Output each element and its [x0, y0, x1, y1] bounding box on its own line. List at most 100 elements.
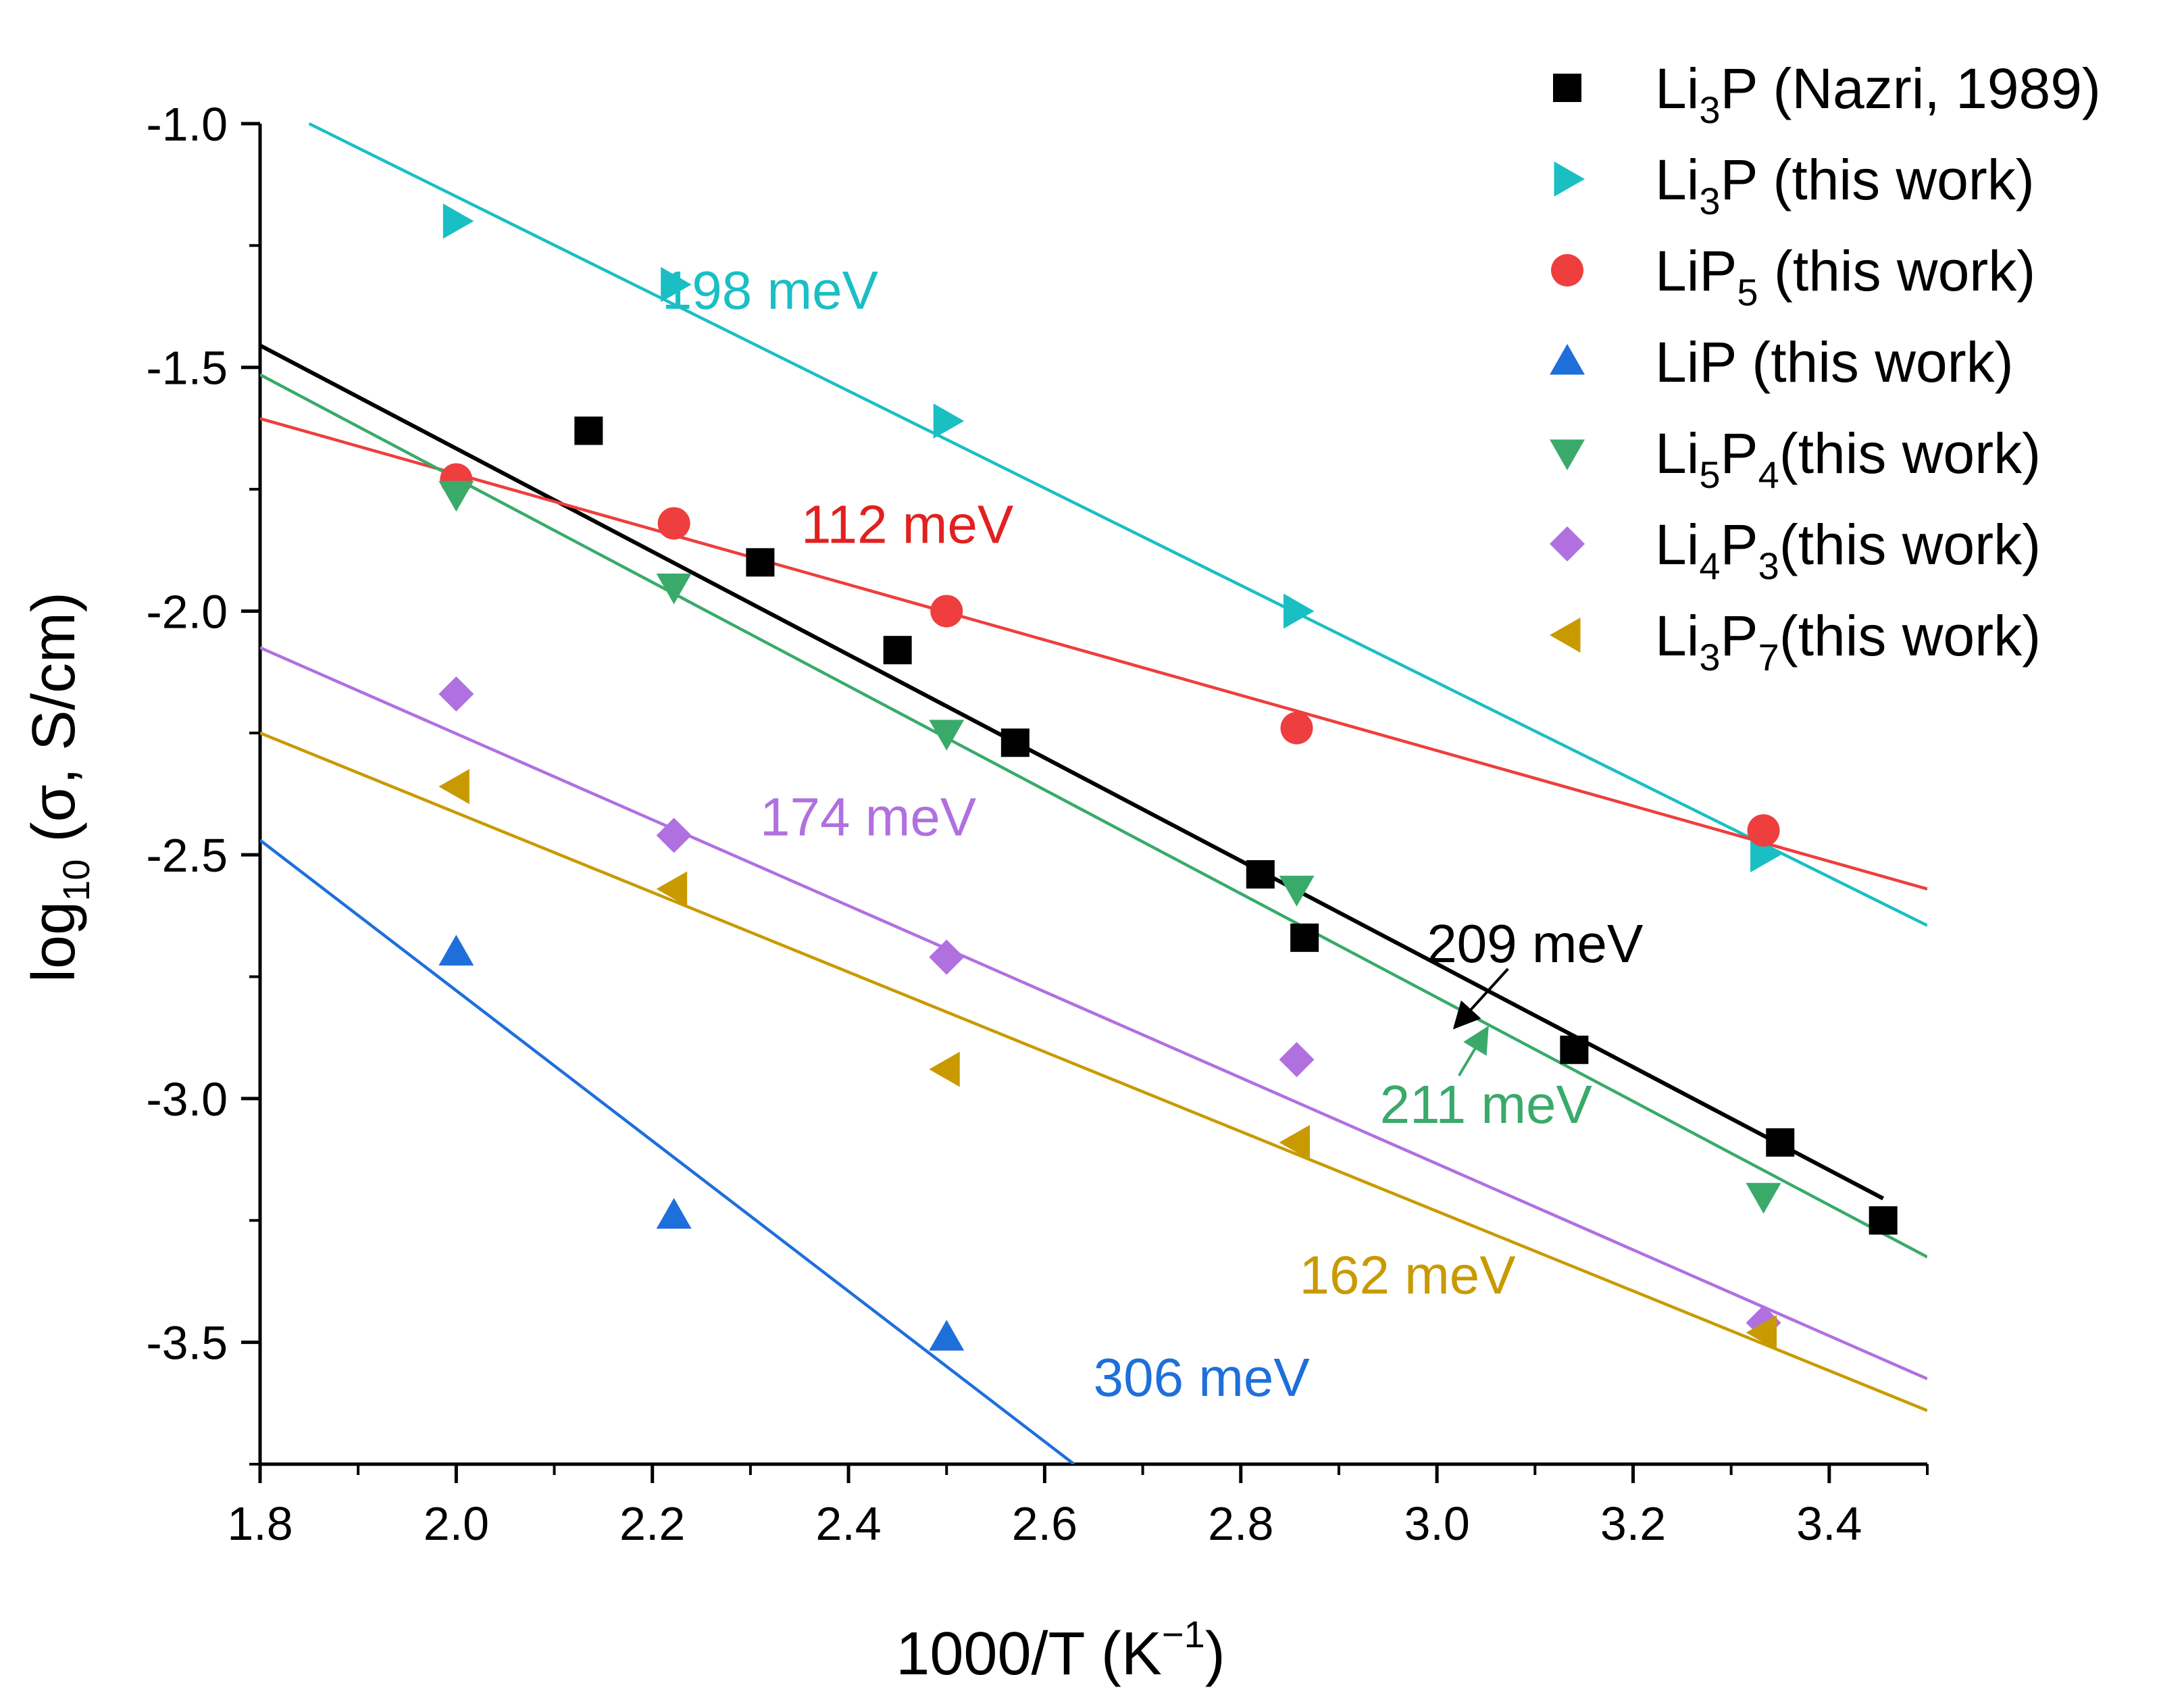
legend-label-part: 3 — [1699, 636, 1720, 678]
annotation-li4p3: 174 meV — [760, 786, 977, 847]
legend-label-part: (this work) — [1757, 148, 2035, 211]
y-tick-label: -1.0 — [146, 98, 228, 151]
point-li5p4 — [929, 720, 965, 751]
legend-label-part: LiP — [1655, 239, 1737, 303]
point-lip5 — [930, 595, 963, 628]
x-tick-label: 2.0 — [424, 1497, 489, 1550]
point-li3p7 — [438, 769, 469, 805]
fit-line-li4p3 — [260, 646, 1927, 1380]
markers — [438, 203, 1898, 1351]
annotation-lip5: 112 meV — [801, 494, 1014, 554]
legend-marker-nazri — [1553, 74, 1581, 102]
legend-label-part: 3 — [1699, 180, 1720, 222]
point-li5p4 — [438, 480, 474, 512]
point-li3p7 — [1746, 1315, 1777, 1351]
point-lip5 — [1280, 711, 1313, 745]
annotation-li5p4: 211 meV — [1380, 1074, 1593, 1134]
x-tick-label: 2.8 — [1208, 1497, 1273, 1550]
fit-line-li3p7 — [260, 731, 1927, 1412]
x-axis-title-end: ) — [1205, 1620, 1225, 1688]
legend-marker-lip5 — [1551, 254, 1583, 286]
annotation-nazri: 209 meV — [1427, 913, 1644, 974]
legend-label-part: 4 — [1758, 453, 1779, 496]
y-axis-title: log10 (σ, S/cm) — [20, 592, 97, 982]
legend-label-lip5: LiP5 (this work) — [1655, 239, 2035, 314]
annotation-lip: 306 meV — [1094, 1347, 1311, 1407]
point-lip — [656, 1198, 692, 1229]
point-li5p4 — [1746, 1182, 1781, 1214]
annotation-li3p7: 162 meV — [1299, 1245, 1516, 1305]
point-lip5 — [657, 507, 690, 540]
fit-line-li5p4 — [260, 373, 1927, 1259]
y-axis-title-main: log — [20, 901, 88, 982]
point-li3p — [661, 267, 692, 303]
legend-label-part: 3 — [1699, 89, 1720, 131]
x-axis-title: 1000/T (K−1) — [896, 1613, 1225, 1688]
point-li4p3 — [438, 676, 474, 712]
annotation-arrow-li5p4 — [1457, 1026, 1489, 1077]
point-nazri — [1869, 1206, 1898, 1235]
x-tick-label: 3.4 — [1796, 1497, 1862, 1550]
legend-label-part: (this work) — [1779, 513, 2041, 576]
legend-marker-lip — [1550, 344, 1585, 375]
x-tick-label: 2.4 — [815, 1497, 881, 1550]
fit-line-lip5 — [260, 417, 1927, 891]
point-nazri — [1246, 860, 1275, 889]
x-tick-label: 1.8 — [227, 1497, 293, 1550]
fit-lines — [260, 122, 1927, 1464]
legend-label-part: 3 — [1758, 545, 1779, 587]
legend-label-part: (this work) — [1779, 422, 2041, 485]
point-nazri — [746, 548, 775, 577]
legend-label-part: 5 — [1737, 271, 1758, 314]
point-li3p7 — [929, 1051, 960, 1087]
y-tick-label: -2.5 — [146, 829, 228, 882]
point-li3p — [933, 403, 965, 439]
legend-label-part: (this work) — [1758, 239, 2036, 303]
point-li5p4 — [1279, 876, 1315, 907]
point-li4p3 — [929, 939, 965, 975]
legend-label-part: 5 — [1699, 453, 1720, 496]
point-lip — [438, 934, 474, 966]
legend-label-part: 7 — [1758, 636, 1779, 678]
point-li3p7 — [656, 871, 688, 907]
annotation-li3p: 198 meV — [662, 260, 879, 320]
legend-label-part: P — [1721, 57, 1758, 120]
y-tick-label: -3.5 — [146, 1317, 228, 1370]
point-nazri — [1560, 1035, 1589, 1064]
point-nazri — [1290, 923, 1319, 952]
legend-label-part: Li — [1655, 148, 1699, 211]
y-axis-title-sub: 10 — [55, 859, 97, 901]
y-axis-title-rest: (σ, S/cm) — [20, 592, 88, 859]
legend-marker-li3p7 — [1550, 618, 1581, 653]
point-li4p3 — [656, 818, 692, 853]
legend-label-part: LiP — [1655, 330, 1736, 394]
axes: 1.8 2.0 2.2 2.4 2.6 2.8 3.0 3.2 3.4 -1.0 -1.5 -2.0 -… — [146, 98, 1929, 1550]
point-li5p4 — [656, 573, 692, 605]
legend-label-part: Li — [1655, 57, 1699, 120]
y-tick-label: -3.0 — [146, 1073, 228, 1126]
legend-marker-li5p4 — [1550, 439, 1585, 470]
legend-label-li3p7: Li3P7(this work) — [1655, 604, 2041, 678]
legend-marker-li3p — [1554, 161, 1585, 197]
fit-line-lip — [260, 839, 1075, 1464]
legend-label-part: P — [1721, 604, 1758, 668]
legend-label-li5p4: Li5P4(this work) — [1655, 422, 2041, 496]
x-axis-title-sup: −1 — [1162, 1613, 1205, 1655]
legend-label-part: P — [1721, 148, 1758, 211]
annotations: 198 meV 112 meV 174 meV 209 meV 211 meV 162 m… — [662, 260, 1644, 1407]
point-lip5 — [1747, 814, 1780, 847]
legend-label-li3p: Li3P (this work) — [1655, 148, 2035, 222]
legend-marker-li4p3 — [1550, 526, 1585, 561]
legend-label-part: (this work) — [1736, 330, 2014, 394]
x-tick-label: 3.0 — [1404, 1497, 1469, 1550]
point-li3p — [1750, 837, 1781, 873]
point-nazri — [574, 416, 603, 445]
y-tick-label: -2.0 — [146, 585, 228, 638]
legend-label-part: Li — [1655, 422, 1699, 485]
fit-line-nazri — [260, 343, 1885, 1201]
point-li3p — [1284, 593, 1315, 629]
x-tick-label: 2.6 — [1012, 1497, 1077, 1550]
legend-label-part: Li — [1655, 604, 1699, 668]
x-axis-title-main: 1000/T (K — [896, 1620, 1162, 1688]
